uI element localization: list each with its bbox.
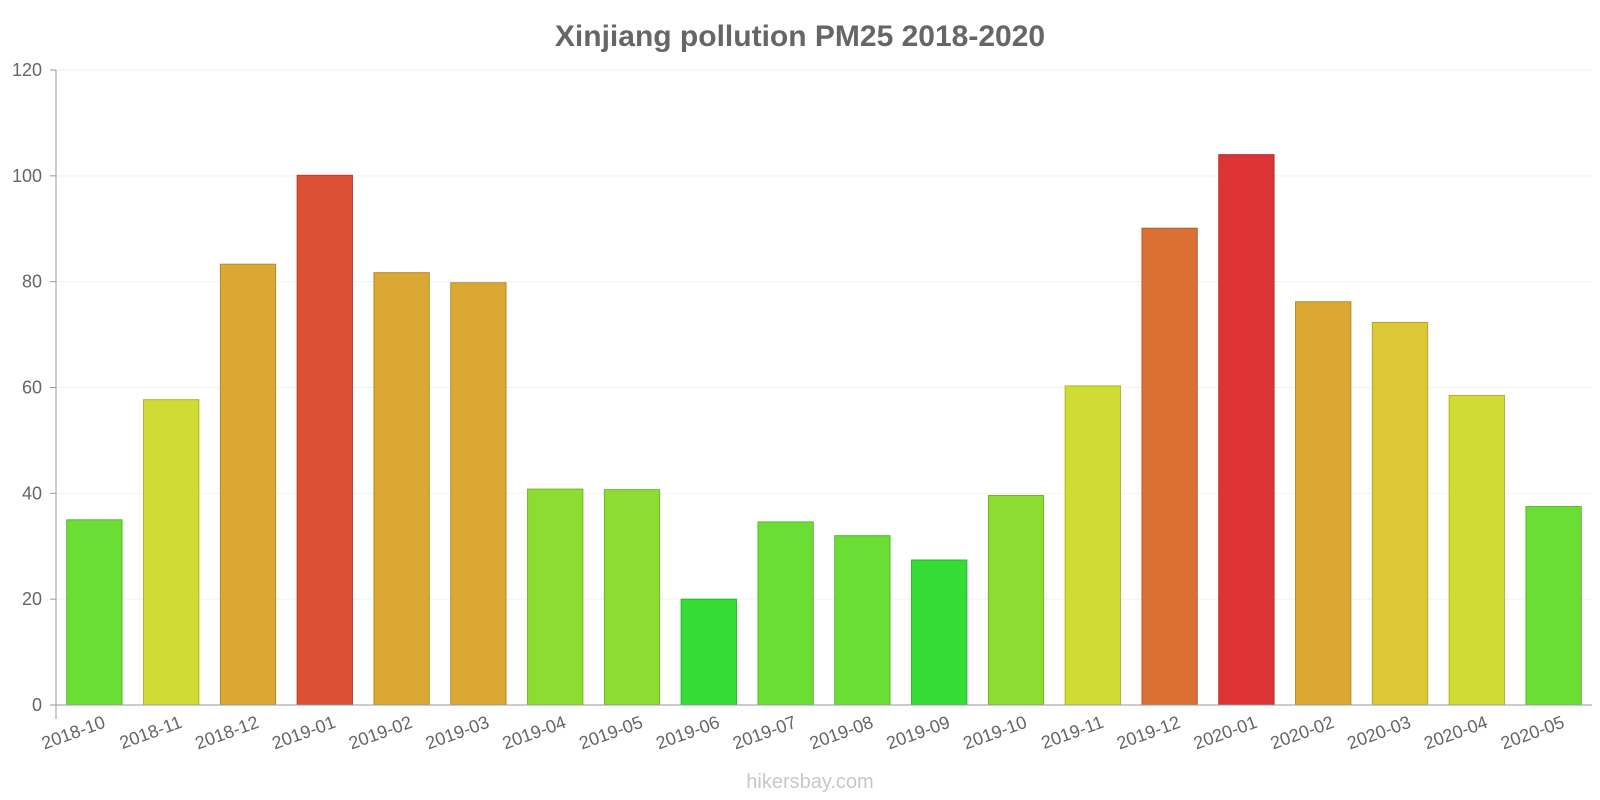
bar-2018-12 xyxy=(219,263,277,706)
x-tick-label: 2019-02 xyxy=(346,712,415,753)
bar-2019-12 xyxy=(1141,227,1198,706)
x-tick-label: 2020-04 xyxy=(1421,712,1490,753)
x-tick-label: 2019-08 xyxy=(807,712,876,753)
y-tick-label: 100 xyxy=(12,166,42,186)
x-tick-label: 2020-02 xyxy=(1268,712,1337,753)
bar-2019-10 xyxy=(987,494,1045,706)
bar-2018-10 xyxy=(66,519,123,706)
x-tick-label: 2019-12 xyxy=(1114,712,1183,753)
bars xyxy=(66,154,1582,706)
x-tick-label: 2019-06 xyxy=(653,712,722,753)
bar-2019-01 xyxy=(296,174,353,706)
bar-2019-06 xyxy=(680,598,737,706)
bar-2019-02 xyxy=(373,272,430,706)
y-tick-label: 0 xyxy=(32,695,42,715)
x-tick-label: 2018-11 xyxy=(117,712,185,753)
x-tick-label: 2019-04 xyxy=(500,712,569,753)
grid-lines xyxy=(56,69,1592,600)
x-tick-label: 2019-11 xyxy=(1038,712,1106,753)
bar-2019-11 xyxy=(1064,385,1121,706)
bar-2019-03 xyxy=(450,282,507,706)
bar-2020-03 xyxy=(1371,321,1429,706)
x-tick-label: 2019-05 xyxy=(576,712,645,753)
bar-2019-07 xyxy=(757,521,814,706)
bar-2020-04 xyxy=(1448,394,1505,706)
bar-2019-04 xyxy=(527,488,584,706)
x-tick-label: 2020-03 xyxy=(1344,712,1413,753)
y-tick-label: 80 xyxy=(22,272,42,292)
x-tick-label: 2019-10 xyxy=(960,712,1029,753)
bar-2019-08 xyxy=(834,535,891,706)
x-tick-label: 2018-10 xyxy=(39,712,108,753)
x-tick-label: 2019-09 xyxy=(884,712,953,753)
bar-2019-05 xyxy=(603,489,661,706)
y-tick-label: 40 xyxy=(22,483,42,503)
watermark-text: hikersbay.com xyxy=(746,771,873,793)
x-tick-label: 2020-01 xyxy=(1191,712,1260,753)
bar-2020-05 xyxy=(1525,506,1582,706)
bar-2019-09 xyxy=(911,559,968,706)
y-axis-ticks: 0 20 40 60 80 100 120 xyxy=(12,60,56,715)
x-tick-label: 2018-12 xyxy=(192,712,261,753)
y-tick-label: 20 xyxy=(22,589,42,609)
y-tick-label: 120 xyxy=(12,60,42,80)
bar-2020-01 xyxy=(1218,154,1275,706)
x-tick-label: 2019-01 xyxy=(269,712,338,753)
x-tick-label: 2020-05 xyxy=(1498,712,1567,753)
y-tick-label: 60 xyxy=(22,378,42,398)
bar-2020-02 xyxy=(1295,301,1352,706)
x-tick-label: 2019-07 xyxy=(730,712,799,753)
chart-title: Xinjiang pollution PM25 2018-2020 xyxy=(555,20,1045,53)
bar-2018-11 xyxy=(143,399,200,706)
x-tick-label: 2019-03 xyxy=(423,712,492,753)
x-axis-ticks: 2018-10 2018-11 2018-12 2019-01 2019-02 2019-… xyxy=(39,712,1567,753)
